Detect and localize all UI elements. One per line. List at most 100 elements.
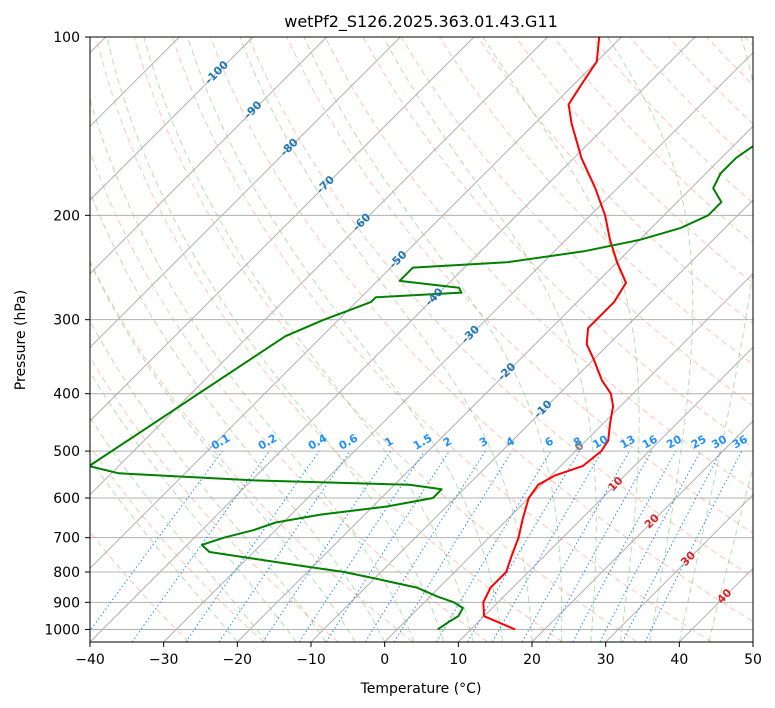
x-tick-label: −20 <box>223 652 253 668</box>
dry-adiabat <box>90 259 414 642</box>
mixing-ratio-label: 1.5 <box>411 432 434 453</box>
dry-adiabat <box>133 37 638 642</box>
y-tick-label: 400 <box>53 387 80 403</box>
x-tick-label: 40 <box>670 652 688 668</box>
moist-adiabat <box>90 458 238 642</box>
moist-adiabat <box>143 37 474 642</box>
mixing-ratio-line <box>644 450 743 642</box>
x-axis-label: Temperature (°C) <box>360 681 482 697</box>
isotherm-line <box>90 37 254 201</box>
y-axis-label: Pressure (hPa) <box>13 290 29 390</box>
dry-adiabat <box>90 445 264 642</box>
moist-adiabat <box>90 416 268 642</box>
isotherm-line <box>752 641 753 642</box>
mixing-ratio-label: 36 <box>730 432 750 451</box>
mixing-ratio-line <box>131 450 270 642</box>
mixing-ratio-label: 0.1 <box>209 432 232 453</box>
mixing-ratio-label: 3 <box>477 435 490 450</box>
dry-adiabat <box>515 37 753 284</box>
isotherm-line <box>678 567 753 642</box>
sounding-profile-line <box>90 144 753 631</box>
isotherm-line <box>90 37 549 496</box>
x-tick-label: −30 <box>149 652 179 668</box>
mixing-ratio-label: 1 <box>382 435 395 450</box>
dry-adiabat <box>286 37 753 534</box>
moist-adiabat <box>90 370 297 642</box>
isotherm-line <box>384 272 753 642</box>
y-tick-label: 200 <box>53 208 80 224</box>
background-layer <box>90 37 753 642</box>
chart-title: wetPf2_S126.2025.363.01.43.G11 <box>284 12 558 32</box>
isotherm-line <box>90 37 696 642</box>
mixing-ratio-line <box>572 450 677 642</box>
isotherm-line <box>90 37 622 570</box>
mixing-ratio-line <box>298 450 425 642</box>
moist-adiabat <box>678 37 753 642</box>
dry-adiabat <box>248 37 753 578</box>
isotherm-line <box>90 37 328 275</box>
y-tick-label: 600 <box>53 491 80 507</box>
moist-adiabat <box>303 37 563 642</box>
y-tick-label: 300 <box>53 313 80 329</box>
moist-adiabat <box>90 320 327 642</box>
mixing-ratio-line <box>393 450 513 642</box>
y-tick-label: 1000 <box>44 622 80 638</box>
label-layer: 0.1 0.2 0.4 0.6 1 1.5 2 3 4 6 8 10 13 16 20 25 30 36-100-… <box>202 58 750 606</box>
isotherm-line <box>236 125 753 642</box>
y-tick-label: 700 <box>53 531 80 547</box>
x-tick-label: 0 <box>380 652 389 668</box>
dry-adiabat <box>90 150 488 642</box>
x-tick-label: 20 <box>523 652 541 668</box>
isotherm-line <box>310 199 753 642</box>
moist-adiabat <box>482 37 640 642</box>
dry-adiabat <box>90 356 339 642</box>
isotherm-line <box>605 493 753 642</box>
mixing-ratio-line <box>364 450 486 642</box>
moist-adiabat <box>90 190 386 642</box>
mixing-ratio-line <box>545 450 653 642</box>
mixing-ratio-label: 6 <box>543 434 556 449</box>
mixing-ratio-label: 25 <box>689 433 709 452</box>
x-tick-label: 30 <box>597 652 615 668</box>
mixing-ratio-line <box>325 450 450 642</box>
isotherm-line <box>163 51 753 642</box>
mixing-ratio-label: 10 <box>591 432 611 451</box>
moist-adiabat <box>708 466 753 642</box>
dry-adiabat <box>706 37 753 86</box>
mixing-ratio-label: 16 <box>640 432 660 451</box>
dry-adiabat <box>95 37 563 642</box>
axes-layer: −40 −30 −20 −10 0 10 20 30 40 5010020030040050060… <box>44 30 762 668</box>
mixing-ratio-line <box>218 450 351 642</box>
dry-adiabat <box>668 37 753 125</box>
mixing-ratio-label: 0.4 <box>306 431 330 452</box>
dry-adiabat <box>171 37 712 642</box>
dry-adiabat <box>744 37 753 47</box>
mixing-ratio-label: 30 <box>709 432 729 451</box>
moist-adiabat <box>106 37 445 642</box>
moist-adiabat <box>382 37 597 642</box>
data-layer <box>90 37 753 631</box>
moist-adiabat <box>90 261 356 642</box>
mixing-ratio-line <box>185 450 320 642</box>
mixing-ratio-line <box>262 450 392 642</box>
x-tick-label: 10 <box>449 652 467 668</box>
x-tick-label: 50 <box>744 652 762 668</box>
isotherm-line <box>90 37 401 349</box>
mixing-ratio-line <box>90 450 223 632</box>
x-tick-label: −10 <box>296 652 326 668</box>
dry-adiabat <box>324 37 753 491</box>
mixing-ratio-label: 13 <box>618 433 638 452</box>
sounding-profile-line <box>482 37 627 631</box>
isotherm-line <box>457 346 753 642</box>
mixing-ratio-line <box>521 450 630 642</box>
isotherm-line <box>90 37 475 422</box>
plot-frame <box>89 36 754 643</box>
dry-adiabat <box>591 37 753 204</box>
x-tick-label: −40 <box>75 652 105 668</box>
y-tick-label: 100 <box>53 30 80 46</box>
y-tick-label: 900 <box>53 595 80 611</box>
isotherm-line <box>531 420 753 642</box>
y-tick-label: 500 <box>53 444 80 460</box>
y-tick-label: 800 <box>53 565 80 581</box>
